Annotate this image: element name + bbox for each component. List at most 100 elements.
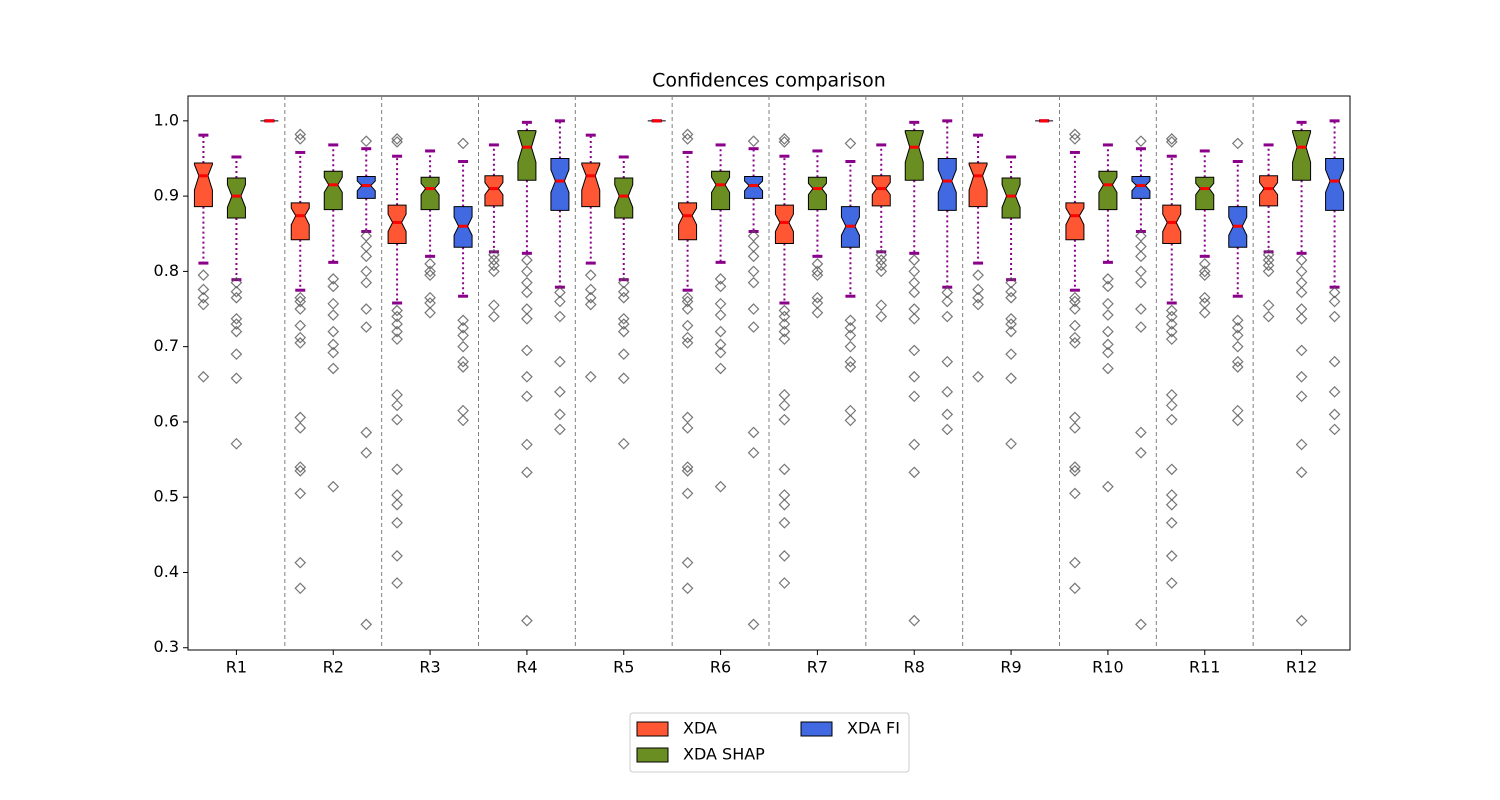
box [1065, 202, 1085, 241]
flier [1295, 438, 1308, 451]
box-group [904, 120, 924, 627]
flier [1328, 423, 1341, 436]
flier [1198, 306, 1211, 319]
flier [1102, 338, 1114, 351]
box [711, 170, 731, 211]
flier [391, 516, 403, 529]
flier [1295, 390, 1308, 403]
x-tick-label: R11 [1189, 658, 1220, 677]
flier [1102, 309, 1114, 321]
flier [1165, 325, 1178, 338]
y-tick-label: 0.7 [154, 336, 179, 355]
box-group [484, 143, 504, 323]
y-tick-label: 1.0 [154, 110, 179, 129]
flier [360, 618, 373, 631]
flier [908, 254, 921, 266]
flier [294, 582, 307, 595]
flier [1198, 258, 1211, 270]
flier [1295, 286, 1308, 299]
box [550, 157, 570, 211]
flier [391, 333, 403, 345]
flier [1135, 265, 1147, 278]
box-group [1065, 128, 1085, 595]
y-tick-label: 0.8 [154, 261, 179, 280]
flier [941, 385, 954, 398]
flier [1135, 240, 1147, 253]
flier [1295, 303, 1308, 315]
x-tick-label: R1 [226, 658, 247, 677]
flier [521, 370, 533, 383]
flier [681, 487, 694, 500]
flier [778, 399, 791, 412]
flier [714, 280, 727, 293]
flier [1102, 273, 1114, 285]
flier [778, 516, 791, 529]
flier [230, 318, 243, 330]
flier [294, 422, 307, 434]
flier [714, 297, 727, 310]
flier [230, 437, 243, 450]
flier [1165, 388, 1178, 401]
flier [714, 309, 727, 321]
flier [391, 489, 403, 501]
flier [908, 286, 921, 299]
flier [554, 385, 566, 398]
flier [1295, 344, 1308, 357]
flier [908, 438, 921, 451]
flier [391, 304, 403, 317]
flier [681, 422, 694, 434]
flier [747, 135, 760, 148]
flier [714, 346, 727, 359]
legend-frame [629, 712, 910, 773]
box [744, 176, 764, 199]
flier [908, 370, 921, 383]
flier [584, 283, 597, 296]
flier [327, 273, 340, 285]
flier [844, 355, 857, 368]
flier [1005, 285, 1017, 298]
flier [391, 399, 403, 412]
flier [747, 618, 760, 631]
flier [1295, 370, 1308, 383]
flier [714, 480, 727, 493]
flier [1069, 133, 1081, 145]
flier [844, 361, 857, 373]
flier [747, 321, 760, 333]
flier [424, 269, 436, 281]
box-group [968, 133, 988, 383]
box-group [1259, 143, 1279, 323]
flier [584, 291, 597, 304]
flier [457, 404, 469, 417]
flier [681, 303, 694, 315]
box-group [1098, 143, 1118, 493]
flier [908, 303, 921, 315]
box-group [193, 133, 213, 383]
flier [1165, 136, 1178, 148]
flier [488, 254, 500, 266]
flier [230, 372, 243, 385]
flier [391, 463, 403, 476]
box [290, 202, 310, 241]
flier [1231, 314, 1244, 327]
box [1001, 177, 1021, 219]
flier [875, 310, 888, 323]
x-tick-label: R9 [1000, 658, 1021, 677]
flier [681, 291, 694, 304]
flier [554, 295, 566, 308]
legend-swatch [636, 747, 669, 763]
flier [681, 465, 694, 477]
flier [1135, 303, 1147, 315]
flier [681, 295, 694, 308]
flier [1165, 413, 1178, 426]
flier [294, 331, 307, 344]
flier [972, 269, 984, 281]
flier [391, 388, 403, 401]
box [356, 176, 376, 199]
box [484, 175, 504, 207]
flier [327, 338, 340, 351]
flier [1198, 269, 1211, 281]
flier [391, 133, 403, 145]
flier [681, 411, 694, 424]
flier [1295, 265, 1308, 278]
